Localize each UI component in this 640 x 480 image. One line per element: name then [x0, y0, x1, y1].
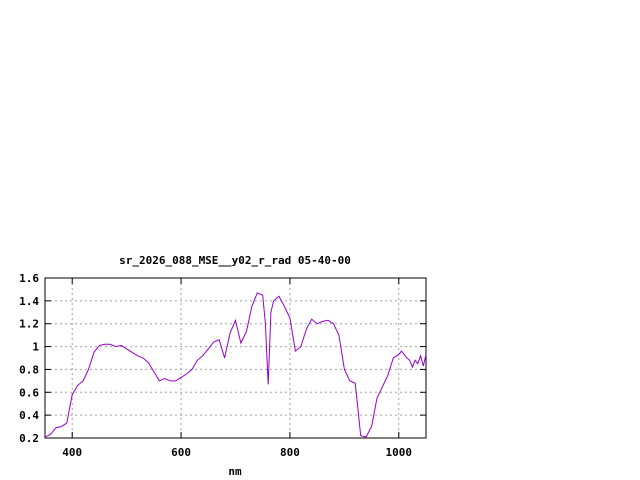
chart-title: sr_2026_088_MSE__y02_r_rad 05-40-00 [119, 254, 351, 267]
y-tick-label: 0.4 [19, 409, 39, 422]
spectrum-line [44, 292, 427, 438]
y-tick-label: 0.6 [19, 386, 39, 399]
series-group [44, 292, 427, 438]
x-tick-label: 800 [280, 446, 300, 459]
x-axis-label: nm [228, 465, 242, 478]
tick-marks [45, 277, 426, 439]
y-tick-labels: 0.2 0.4 0.6 0.8 1 1.2 1.4 1.6 [19, 272, 39, 445]
grid-lines [45, 278, 426, 438]
plot-frame [44, 277, 427, 439]
y-tick-label: 1.2 [19, 318, 39, 331]
y-tick-label: 0.8 [19, 363, 39, 376]
x-tick-label: 400 [62, 446, 82, 459]
y-tick-label: 1 [32, 341, 39, 354]
y-tick-label: 1.6 [19, 272, 39, 285]
y-tick-label: 0.2 [19, 432, 39, 445]
x-tick-label: 1000 [386, 446, 413, 459]
x-tick-labels: 400 600 800 1000 [62, 446, 412, 459]
y-tick-label: 1.4 [19, 295, 39, 308]
x-tick-label: 600 [171, 446, 191, 459]
